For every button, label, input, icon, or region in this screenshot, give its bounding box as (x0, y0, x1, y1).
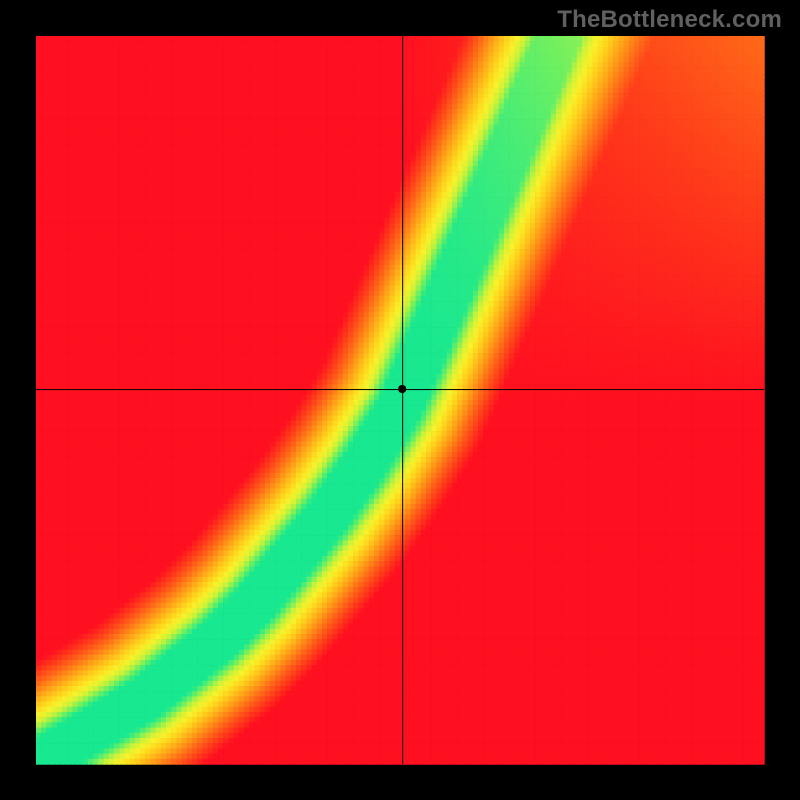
bottleneck-heatmap (0, 0, 800, 800)
chart-container: TheBottleneck.com (0, 0, 800, 800)
watermark-text: TheBottleneck.com (557, 6, 782, 34)
